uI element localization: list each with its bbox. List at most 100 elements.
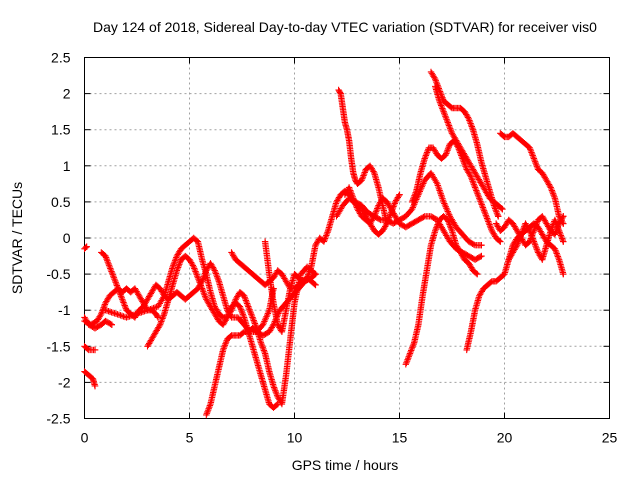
data-point (462, 163, 469, 170)
data-point (409, 197, 416, 204)
data-point (532, 160, 539, 167)
data-point (170, 262, 177, 269)
data-point (432, 226, 439, 233)
data-point (257, 339, 265, 346)
data-point (476, 253, 484, 260)
data-point (553, 221, 560, 228)
data-point (353, 204, 361, 211)
data-point (515, 238, 522, 246)
y-tick-label: 2 (63, 86, 71, 102)
x-tick-label: 5 (186, 430, 194, 446)
data-point (519, 226, 527, 233)
data-point (171, 259, 178, 266)
data-point (372, 208, 380, 215)
data-point (487, 224, 494, 231)
data-point (371, 213, 378, 220)
data-point (421, 155, 428, 162)
data-point (472, 185, 479, 193)
data-point (436, 97, 443, 105)
data-point (156, 322, 163, 330)
data-point (547, 184, 554, 191)
data-point (121, 302, 128, 309)
data-point (517, 232, 524, 240)
data-point (194, 274, 202, 281)
data-point (527, 230, 535, 238)
y-tick-label: -0.5 (46, 266, 70, 282)
data-point (465, 115, 472, 123)
data-point (258, 342, 266, 349)
data-point (474, 270, 481, 278)
data-point (557, 232, 565, 239)
data-point (270, 384, 278, 391)
data-point (212, 270, 220, 277)
data-point (321, 235, 329, 242)
data-point (111, 276, 118, 283)
data-point (432, 77, 439, 84)
data-point (480, 205, 487, 213)
data-point (440, 108, 447, 115)
data-point (474, 191, 482, 199)
data-point (273, 390, 280, 397)
data-point (176, 261, 183, 268)
data-point (552, 219, 560, 227)
data-point (110, 274, 118, 281)
data-point (242, 295, 249, 303)
data-point (468, 121, 475, 129)
data-point (461, 160, 468, 167)
data-point (324, 229, 331, 236)
data-point (551, 216, 559, 224)
data-point (204, 408, 211, 415)
data-point (529, 152, 536, 159)
data-point (408, 345, 415, 353)
data-point (193, 271, 200, 278)
data-point (547, 227, 554, 234)
data-point (532, 243, 539, 250)
data-point (551, 245, 559, 253)
data-point (470, 181, 478, 188)
data-point (170, 260, 178, 267)
data-point (468, 174, 475, 182)
data-point (462, 164, 470, 172)
data-point (531, 156, 538, 164)
data-point (176, 259, 184, 266)
data-point (464, 114, 472, 121)
data-point (271, 385, 278, 393)
data-point (444, 117, 451, 125)
data-point (558, 233, 565, 241)
data-point (410, 194, 418, 201)
data-point (548, 224, 556, 231)
data-point (530, 238, 538, 245)
data-point (531, 226, 538, 233)
data-point (353, 202, 360, 210)
data-point (371, 211, 379, 218)
y-tick-label: -1 (58, 302, 71, 318)
data-point (477, 199, 485, 207)
data-point (159, 315, 166, 322)
data-point (403, 358, 411, 365)
data-point (442, 114, 450, 122)
data-point (479, 204, 487, 211)
data-point (526, 144, 533, 151)
data-point (532, 222, 539, 230)
data-point (359, 173, 367, 181)
data-point (527, 147, 535, 155)
data-point (174, 265, 181, 273)
data-point (531, 241, 539, 248)
data-point (205, 405, 212, 412)
data-point (273, 401, 280, 409)
data-point (515, 237, 523, 244)
series-s20 (497, 130, 567, 227)
data-point (493, 210, 501, 217)
data-point (227, 306, 234, 313)
data-point (447, 125, 454, 132)
data-point (448, 128, 455, 135)
series-s03 (81, 368, 99, 390)
data-point (237, 306, 245, 313)
data-point (274, 400, 281, 408)
data-point (403, 359, 410, 367)
data-point (370, 214, 377, 221)
data-point (376, 216, 383, 223)
data-point (237, 304, 244, 312)
data-point (98, 310, 105, 318)
data-point (530, 153, 537, 161)
